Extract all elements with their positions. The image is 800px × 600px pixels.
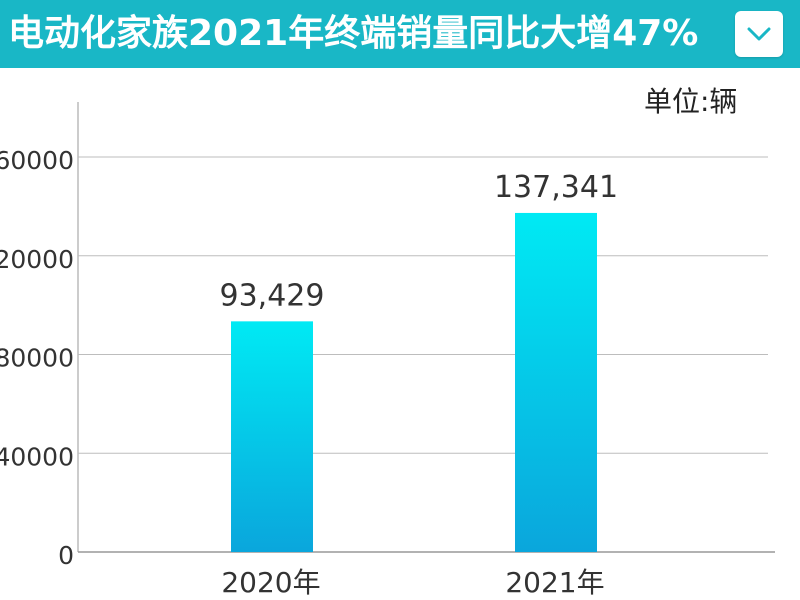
chevron-down-icon xyxy=(747,27,771,41)
y-tick-label: 160000 xyxy=(0,146,74,175)
bar-chart: 0 40000 80000 120000 160000 93,429 2020年 137,34… xyxy=(0,102,775,599)
y-tick-label: 0 xyxy=(58,541,74,570)
data-label: 93,429 xyxy=(220,278,325,313)
data-label: 137,341 xyxy=(494,170,618,205)
x-tick-label: 2020年 xyxy=(221,566,320,599)
header-bar: 电动化家族2021年终端销量同比大增47% xyxy=(0,0,800,68)
bar-2 xyxy=(515,212,597,553)
bar-1 xyxy=(231,321,313,552)
x-tick-label: 2021年 xyxy=(505,566,604,599)
y-tick-label: 120000 xyxy=(0,245,74,274)
dropdown-button[interactable] xyxy=(735,11,783,57)
unit-label: 单位:辆 xyxy=(644,85,738,118)
y-tick-label: 80000 xyxy=(0,344,74,373)
y-tick-label: 40000 xyxy=(0,442,74,471)
page-title: 电动化家族2021年终端销量同比大增47% xyxy=(8,13,699,54)
